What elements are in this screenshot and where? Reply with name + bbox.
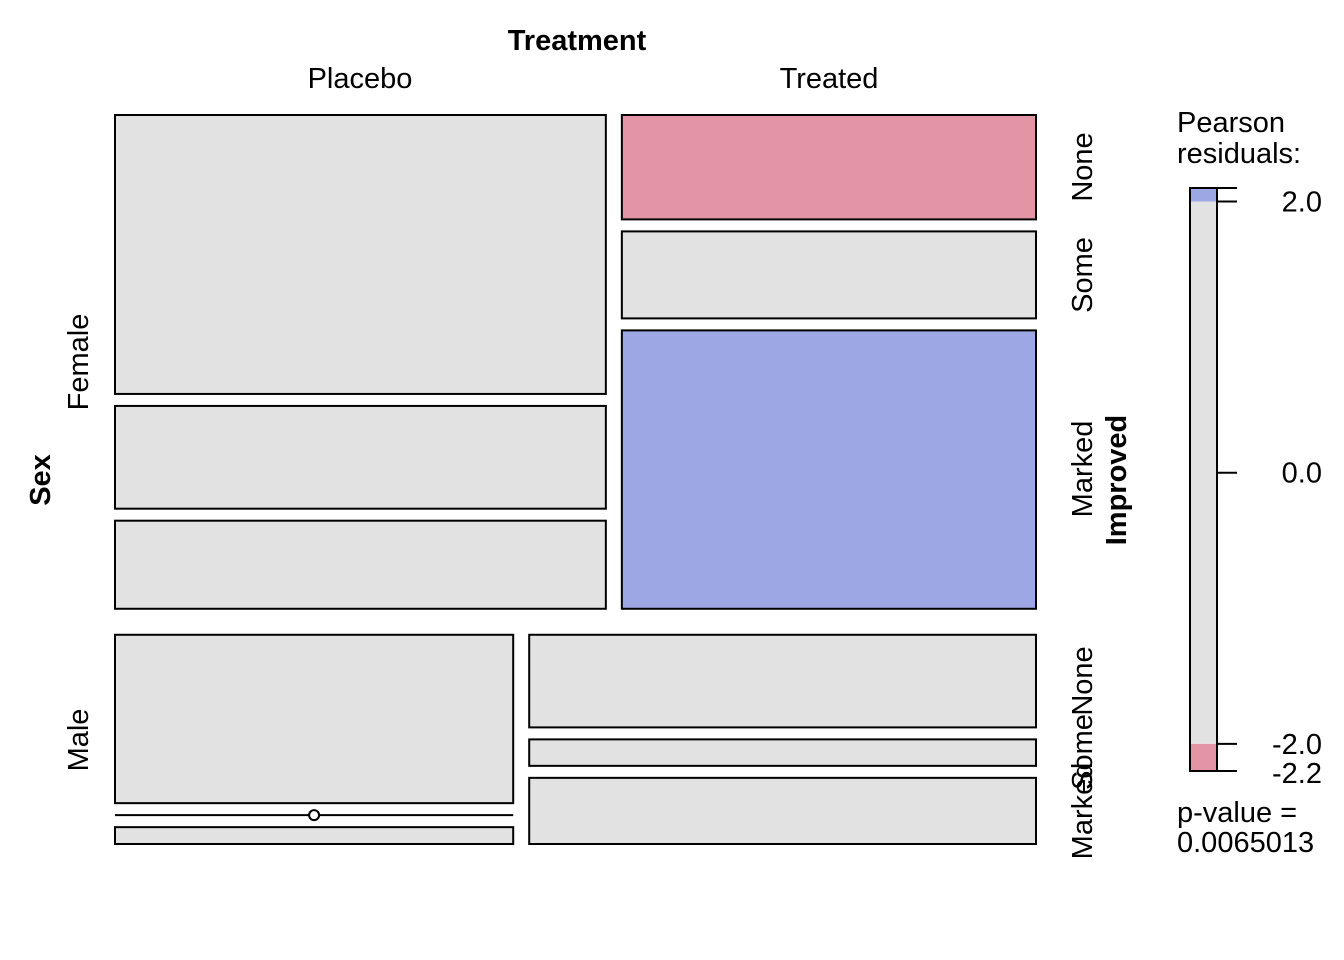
cell-male-placebo-marked [114, 826, 515, 845]
cell-male-treated-none [528, 633, 1037, 729]
cell-female-treated-none [620, 114, 1038, 221]
level-label-male-marked: Marked [1067, 763, 1099, 860]
cell-female-placebo-none [114, 114, 607, 395]
inner-variable-title: Improved [1101, 415, 1133, 546]
cell-female-placebo-some [114, 404, 607, 510]
mosaic-cells [114, 114, 1038, 845]
level-label-female-none: None [1067, 132, 1099, 201]
legend-bar-border [1189, 187, 1218, 772]
cell-female-placebo-marked [114, 519, 607, 610]
legend-title-line1: Pearson [1177, 107, 1285, 139]
cell-male-treated-marked [528, 776, 1037, 845]
cell-female-treated-marked [620, 329, 1038, 610]
legend-tick-label: -2.0 [1272, 729, 1322, 761]
cell-male-placebo-none [114, 633, 515, 805]
row-variable-title: Sex [25, 454, 57, 506]
column-label-placebo: Placebo [308, 63, 413, 95]
legend-segment-negative [1190, 743, 1217, 771]
cell-male-treated-some [528, 738, 1037, 767]
column-variable-title: Treatment [508, 25, 647, 57]
level-label-female-some: Some [1067, 237, 1099, 313]
legend-title-line2: residuals: [1177, 138, 1301, 170]
pvalue-label: p-value = [1177, 797, 1297, 829]
legend-ticks: 2.0 0.0 -2.0-2.2 [1217, 187, 1322, 790]
legend-segment-neutral [1190, 201, 1217, 744]
row-label-male: Male [63, 709, 95, 772]
column-label-treated: Treated [780, 63, 879, 95]
cell-female-treated-some [620, 230, 1038, 320]
legend-tick-label: -2.2 [1272, 758, 1322, 790]
row-label-female: Female [63, 314, 95, 411]
legend-tick-label: 2.0 [1282, 187, 1322, 219]
legend-segment-positive [1190, 188, 1217, 202]
cell-male-placebo-some-zero-marker [308, 809, 321, 822]
pvalue-value: 0.0065013 [1177, 827, 1314, 859]
level-label-male-some: Some [1067, 714, 1099, 790]
level-label-male-none: None [1067, 646, 1099, 715]
level-label-female-marked: Marked [1067, 421, 1099, 518]
legend-tick-label: 0.0 [1282, 458, 1322, 490]
legend-color-bar [1189, 187, 1237, 772]
